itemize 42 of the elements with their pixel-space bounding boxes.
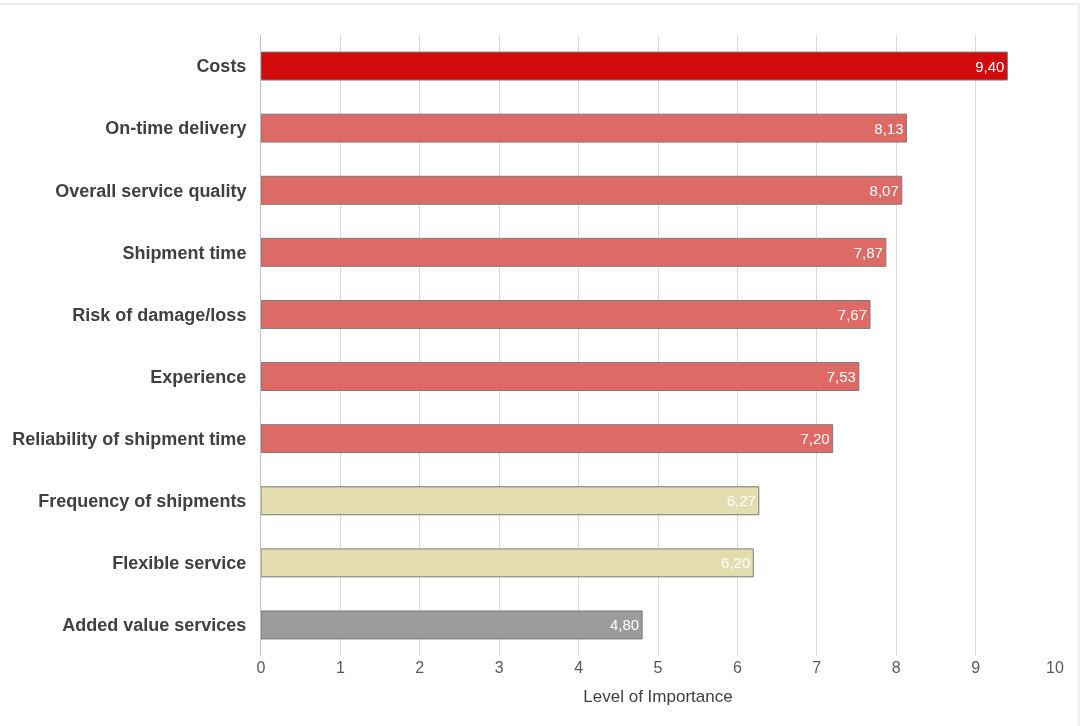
- data-label: 9,40: [975, 57, 1005, 75]
- y-tick-label: Experience: [150, 366, 247, 387]
- bar: [261, 51, 1008, 81]
- data-label: 8,13: [874, 119, 904, 137]
- x-tick-label: 3: [494, 659, 504, 676]
- bar: [261, 424, 834, 454]
- y-tick-label: Costs: [196, 56, 247, 77]
- data-label: 8,07: [869, 181, 899, 199]
- x-tick-label: 9: [971, 659, 981, 676]
- x-tick-label: 2: [415, 659, 425, 676]
- bar: [261, 175, 903, 205]
- x-axis-title: Level of Importance: [583, 687, 733, 707]
- x-tick-label: 1: [335, 659, 345, 676]
- y-tick-label: On-time delivery: [105, 118, 247, 139]
- bar: [261, 362, 860, 392]
- x-tick-label: 5: [653, 659, 663, 676]
- y-tick-label: Flexible service: [112, 553, 247, 574]
- x-tick-label: 7: [812, 659, 822, 676]
- bar: [261, 237, 887, 267]
- bar: [261, 113, 908, 143]
- bar: [261, 486, 760, 516]
- data-label: 7,20: [800, 430, 830, 448]
- y-tick-label: Frequency of shipments: [38, 491, 247, 512]
- bar: [261, 610, 643, 640]
- x-tick-label: 8: [891, 659, 901, 676]
- x-tick-label: 10: [1046, 659, 1064, 676]
- data-label: 7,87: [853, 243, 883, 261]
- data-label: 4,80: [609, 616, 640, 634]
- y-tick-label: Added value services: [62, 615, 247, 636]
- y-tick-label: Shipment time: [122, 242, 247, 263]
- bar: [261, 548, 754, 578]
- y-tick-label: Reliability of shipment time: [12, 428, 247, 449]
- bar: [261, 299, 871, 329]
- data-label: 7,53: [826, 368, 856, 386]
- data-label: 7,67: [837, 305, 867, 323]
- y-tick-label: Overall service quality: [55, 180, 247, 201]
- x-tick-label: 4: [574, 659, 584, 676]
- data-label: 6,20: [721, 554, 751, 572]
- data-label: 6,27: [726, 492, 756, 510]
- y-tick-label: Risk of damage/loss: [72, 304, 247, 325]
- x-tick-label: 0: [256, 659, 266, 676]
- x-tick-label: 6: [732, 659, 742, 676]
